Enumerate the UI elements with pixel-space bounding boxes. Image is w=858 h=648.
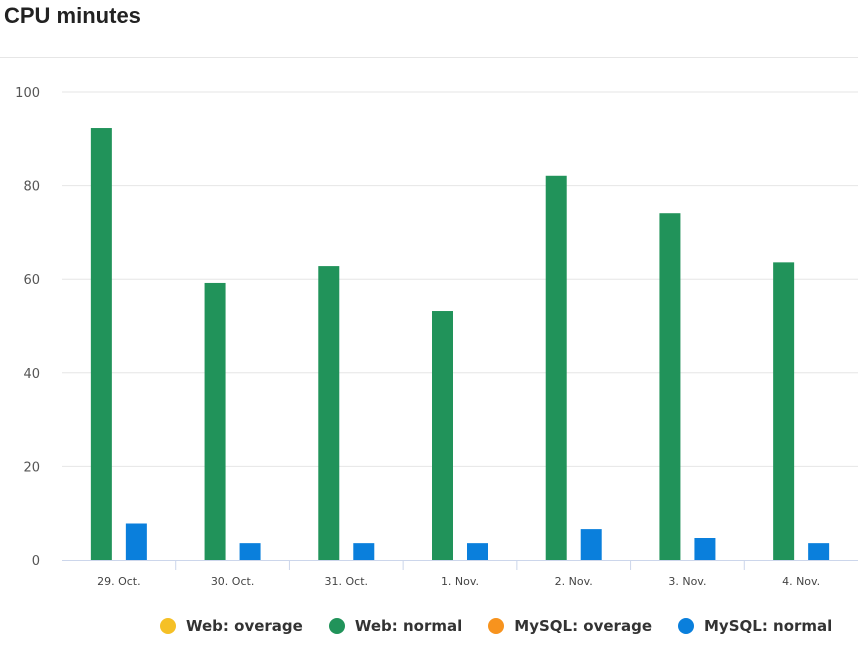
bar-mysql-normal[interactable] [239, 543, 261, 560]
legend-item[interactable]: Web: normal [328, 617, 463, 635]
bar-web-normal[interactable] [432, 311, 453, 560]
bar-mysql-normal[interactable] [694, 538, 716, 560]
legend-item[interactable]: MySQL: overage [488, 617, 652, 635]
chart-title: CPU minutes [4, 3, 141, 28]
x-tick-label: 29. Oct. [97, 575, 141, 588]
x-tick-label: 2. Nov. [555, 575, 593, 588]
bar-chart: 0 20 40 60 80 100 29. Oct. 30. Oct. 31. Oct. 1. … [15, 86, 858, 588]
bar-web-normal[interactable] [545, 175, 567, 560]
legend-label: MySQL: normal [704, 617, 833, 635]
y-tick-label: 80 [23, 180, 40, 195]
bar-web-normal[interactable] [659, 213, 681, 560]
bar-mysql-normal[interactable] [467, 543, 488, 560]
legend-label: Web: normal [354, 617, 463, 635]
bars [90, 128, 830, 560]
y-tick-label: 20 [23, 460, 40, 475]
bar-web-normal[interactable] [773, 262, 795, 560]
bar-web-normal[interactable] [204, 282, 226, 560]
gridlines [62, 91, 858, 467]
legend-marker-icon [328, 618, 345, 634]
bar-mysql-normal[interactable] [808, 543, 830, 560]
y-tick-label: 60 [23, 273, 40, 288]
bar-web-normal[interactable] [90, 128, 112, 560]
legend-marker-icon [488, 618, 505, 634]
legend-label: Web: overage [186, 617, 303, 635]
x-tick-label: 30. Oct. [211, 575, 255, 588]
bar-mysql-normal[interactable] [125, 523, 147, 560]
x-axis: 29. Oct. 30. Oct. 31. Oct. 1. Nov. 2. Nov. 3.… [62, 560, 858, 588]
x-tick-label: 3. Nov. [668, 575, 706, 588]
legend: Web: overage Web: normal MySQL: overage MyS… [160, 612, 832, 640]
legend-item[interactable]: MySQL: normal [678, 617, 832, 635]
x-tick-label: 4. Nov. [782, 575, 820, 588]
y-tick-label: 40 [23, 367, 40, 382]
title-divider [0, 57, 858, 58]
bar-mysql-normal[interactable] [353, 543, 375, 560]
legend-marker-icon [160, 618, 176, 634]
x-tick-label: 31. Oct. [325, 575, 369, 588]
legend-item[interactable]: Web: overage [160, 617, 303, 635]
y-tick-label: 0 [32, 554, 40, 569]
legend-marker-icon [678, 618, 694, 634]
y-axis: 0 20 40 60 80 100 [15, 86, 40, 569]
bar-web-normal[interactable] [318, 266, 340, 560]
x-tick-label: 1. Nov. [441, 575, 479, 588]
y-tick-label: 100 [15, 86, 40, 101]
bar-mysql-normal[interactable] [580, 529, 602, 560]
legend-label: MySQL: overage [514, 617, 652, 635]
